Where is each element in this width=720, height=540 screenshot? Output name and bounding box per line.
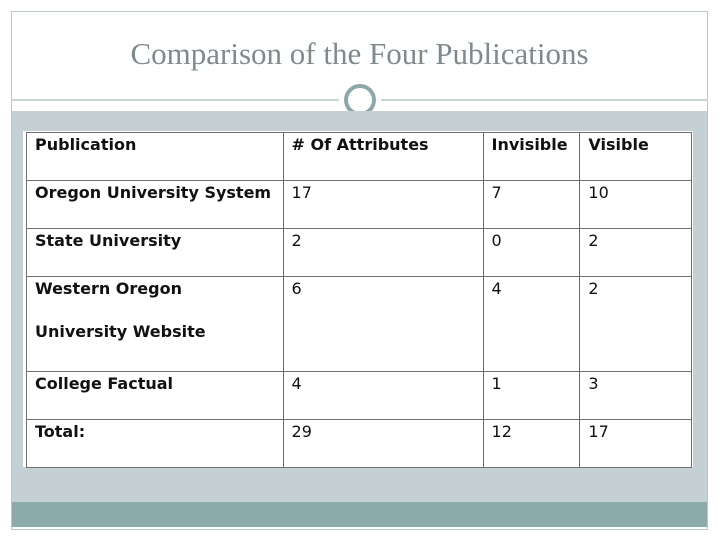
cell-publication: State University [26, 228, 284, 277]
cell-publication: College Factual [26, 371, 284, 420]
cell-publication: Western Oregon University Website [26, 276, 284, 372]
table-row: State University 2 0 2 [26, 228, 692, 277]
cell-publication-line1: Western Oregon [35, 279, 182, 298]
cell-attributes: 6 [282, 276, 484, 372]
cell-publication: Oregon University System [26, 180, 284, 229]
header-attributes: # Of Attributes [282, 132, 484, 181]
cell-visible: 10 [579, 180, 692, 229]
header-publication: Publication [26, 132, 284, 181]
cell-visible: 17 [579, 419, 692, 468]
title-rule-left [11, 99, 339, 101]
cell-attributes: 4 [282, 371, 484, 420]
header-visible: Visible [579, 132, 692, 181]
cell-attributes: 17 [282, 180, 484, 229]
table-row-total: Total: 29 12 17 [26, 419, 692, 468]
cell-invisible: 7 [482, 180, 581, 229]
comparison-table: Publication # Of Attributes Invisible Vi… [26, 132, 692, 468]
cell-publication-line2: University Website [35, 322, 206, 341]
cell-visible: 2 [579, 228, 692, 277]
table-row: Oregon University System 17 7 10 [26, 180, 692, 229]
cell-visible: 2 [579, 276, 692, 372]
cell-invisible: 0 [482, 228, 581, 277]
cell-attributes: 29 [282, 419, 484, 468]
cell-publication: Total: [26, 419, 284, 468]
header-invisible: Invisible [482, 132, 581, 181]
cell-visible: 3 [579, 371, 692, 420]
table-header-row: Publication # Of Attributes Invisible Vi… [26, 132, 692, 181]
title-rule-right [381, 99, 708, 101]
table-row: College Factual 4 1 3 [26, 371, 692, 420]
table-row: Western Oregon University Website 6 4 2 [26, 276, 692, 372]
comparison-table-panel: Publication # Of Attributes Invisible Vi… [23, 131, 693, 468]
cell-invisible: 1 [482, 371, 581, 420]
footer-band [12, 502, 707, 527]
cell-attributes: 2 [282, 228, 484, 277]
slide-title: Comparison of the Four Publications [130, 36, 589, 71]
cell-invisible: 4 [482, 276, 581, 372]
cell-invisible: 12 [482, 419, 581, 468]
